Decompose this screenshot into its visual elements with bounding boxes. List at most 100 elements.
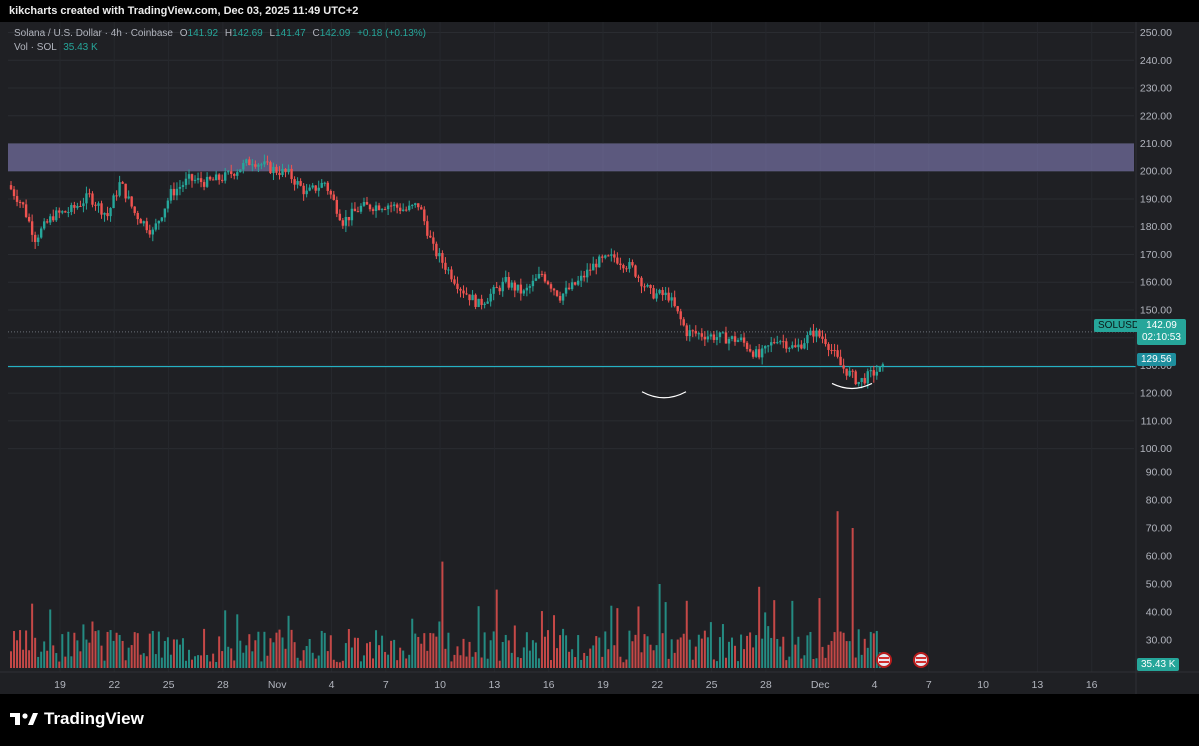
candle-body <box>227 171 230 173</box>
volume-bar <box>869 631 872 668</box>
volume-bar <box>724 657 727 668</box>
volume-bar <box>136 633 139 668</box>
volume-bar <box>842 632 845 668</box>
volume-bar <box>293 642 296 668</box>
candle-body <box>592 263 595 271</box>
volume-bar <box>746 635 749 668</box>
candle-body <box>552 288 556 291</box>
candle-body <box>754 349 758 357</box>
volume-bar <box>266 655 269 668</box>
volume-bar <box>860 654 863 668</box>
candle-body <box>163 208 167 218</box>
volume-bar <box>414 633 417 668</box>
candle-body <box>166 200 170 209</box>
candle-body <box>679 311 682 320</box>
volume-bar <box>314 658 317 668</box>
candle-body <box>839 356 842 366</box>
volume-bar <box>272 642 275 668</box>
candle-body <box>673 297 676 307</box>
candle-body <box>878 366 882 372</box>
volume-bar <box>356 637 359 668</box>
candle-body <box>800 344 803 349</box>
candle-body <box>405 209 408 211</box>
volume-bar <box>91 621 94 668</box>
candle-body <box>12 189 16 197</box>
candle-body <box>254 164 257 167</box>
price-tick-label: 70.00 <box>1146 523 1172 535</box>
candle-body <box>58 210 61 213</box>
volume-bar <box>740 634 743 668</box>
candle-body <box>287 168 290 173</box>
volume-bar <box>308 638 311 668</box>
volume-bar <box>160 657 163 668</box>
volume-bar <box>534 642 537 668</box>
volume-bar <box>429 632 432 668</box>
candle-body <box>561 293 565 301</box>
candle-body <box>634 265 637 277</box>
volume-bar <box>230 648 233 668</box>
candle-body <box>833 350 836 352</box>
volume-bar <box>408 654 411 668</box>
candle-body <box>202 182 206 187</box>
volume-bar <box>809 631 812 668</box>
symbol-name: Solana / U.S. Dollar · 4h · Coinbase <box>14 28 173 39</box>
candle-body <box>601 256 604 258</box>
volume-bar <box>764 612 767 668</box>
volume-bar <box>112 640 115 668</box>
price-tick-label: 50.00 <box>1146 579 1172 591</box>
candle-body <box>866 371 869 384</box>
volume-tag: 35.43 K <box>1137 658 1180 671</box>
volume-bar <box>67 631 70 668</box>
candle-body <box>631 262 634 266</box>
top-bar: kikcharts created with TradingView.com, … <box>0 0 1199 22</box>
volume-bar <box>709 622 712 668</box>
candle-body <box>341 220 345 226</box>
volume-bar <box>670 639 673 668</box>
candle-body <box>558 295 562 301</box>
candle-body <box>471 294 474 301</box>
volume-bar <box>200 655 203 668</box>
volume-bar <box>565 635 568 668</box>
volume-bar <box>827 644 830 668</box>
candle-body <box>398 207 402 211</box>
volume-bar <box>172 639 175 668</box>
price-tick-label: 200.00 <box>1140 166 1172 178</box>
candle-body <box>573 282 577 285</box>
candle-body <box>43 221 46 229</box>
candle-body <box>712 334 716 340</box>
price-tick-label: 120.00 <box>1140 388 1172 400</box>
candle-body <box>284 168 287 173</box>
volume-bar <box>79 651 82 668</box>
candle-body <box>480 298 483 305</box>
candle-body <box>501 281 504 292</box>
candle-body <box>776 342 779 344</box>
candle-body <box>830 349 833 351</box>
volume-bar <box>85 639 88 668</box>
candle-body <box>730 336 734 339</box>
us-flag-icon <box>879 657 889 659</box>
chart-pane[interactable]: 30.00 40.00 50.00 60.00 70.00 80.00 90.00 100.0… <box>0 22 1199 694</box>
volume-bar <box>643 634 646 668</box>
candle-body <box>103 213 106 215</box>
volume-bar <box>269 638 272 668</box>
volume-bar <box>197 655 200 668</box>
candle-body <box>142 221 145 224</box>
volume-bar <box>851 528 854 668</box>
volume-bar <box>151 630 154 668</box>
volume-bar <box>465 656 468 668</box>
volume-bar <box>302 650 305 668</box>
chart-canvas[interactable]: 30.00 40.00 50.00 60.00 70.00 80.00 90.00 100.0… <box>0 22 1199 694</box>
volume-bar <box>332 659 335 668</box>
candle-body <box>474 294 477 307</box>
price-tick-label: 190.00 <box>1140 193 1172 205</box>
volume-bar <box>396 660 399 668</box>
volume-bar <box>393 639 396 668</box>
volume-bar <box>94 631 97 668</box>
time-tick-label: 16 <box>543 679 555 691</box>
candle-body <box>694 330 697 334</box>
volume-bar <box>697 634 700 668</box>
candle-body <box>199 178 203 183</box>
candle-body <box>824 338 827 345</box>
candle-body <box>124 183 127 199</box>
tradingview-logo: TradingView <box>10 709 144 729</box>
